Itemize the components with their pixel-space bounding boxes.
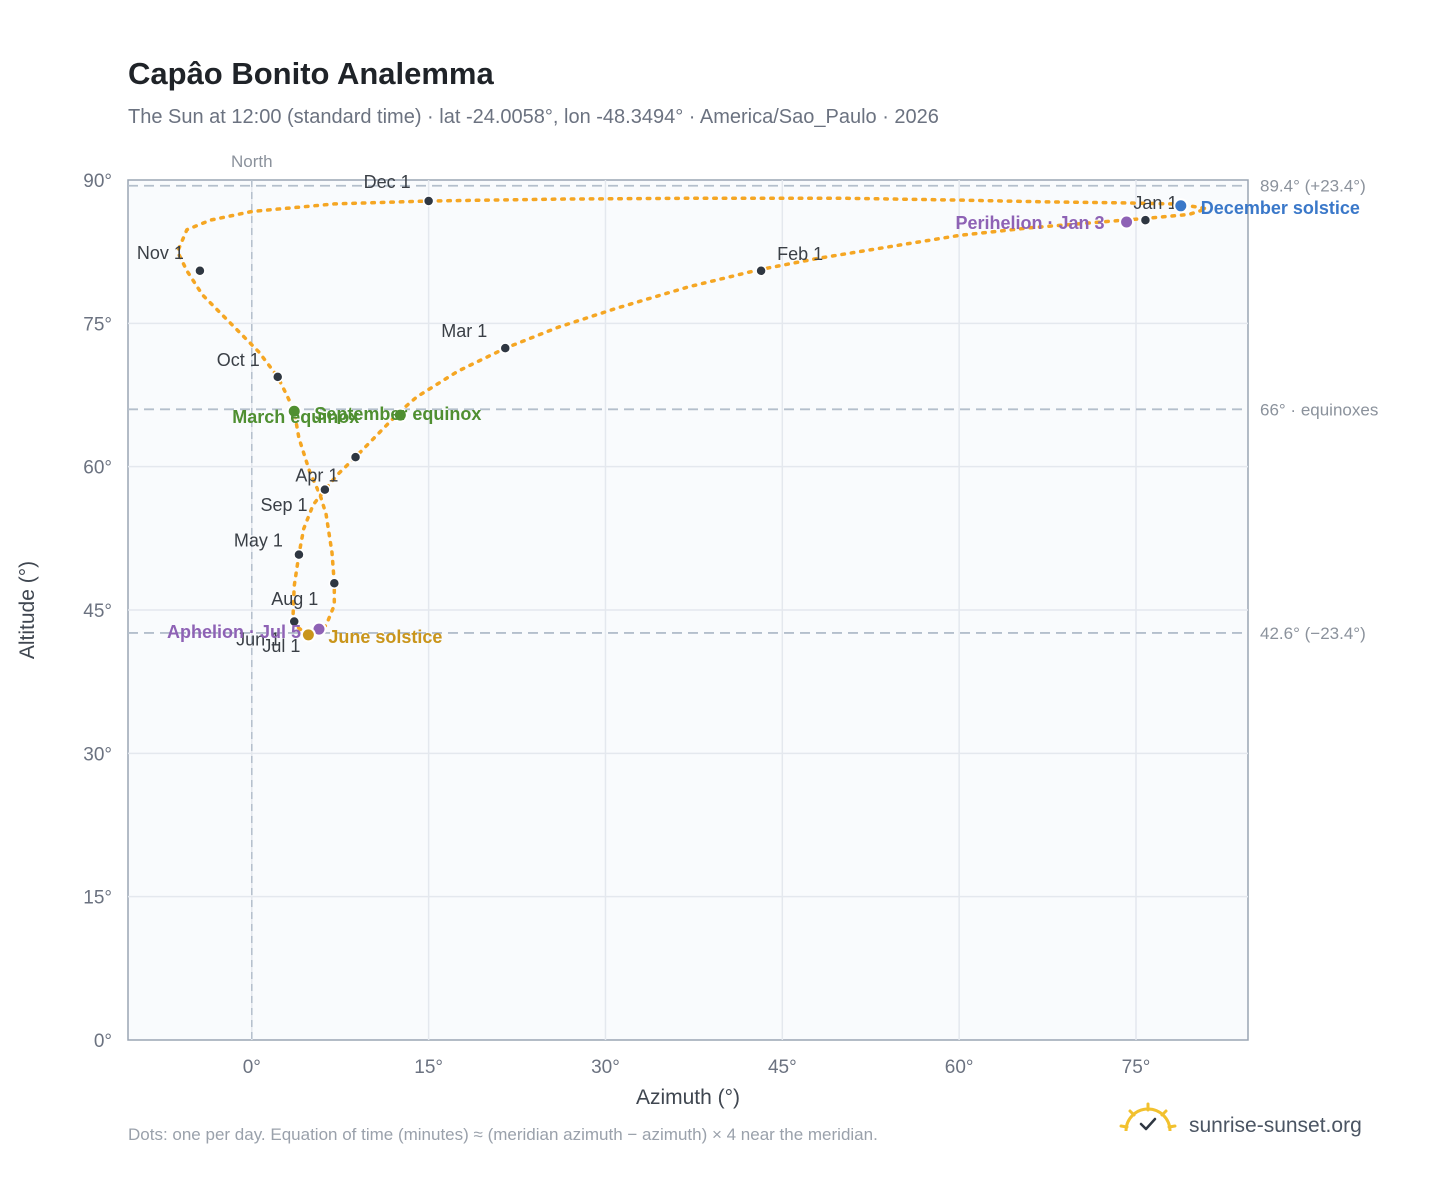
- x-tick-label: 15°: [414, 1057, 443, 1078]
- reference-lines: North 89.4° (+23.4°) 66° · equinoxes 42.6° …: [128, 152, 1378, 1040]
- event-label: Aphelion · Jul 5: [167, 622, 301, 642]
- y-tick-label: 0°: [94, 1031, 112, 1052]
- month-label: Oct 1: [217, 350, 260, 370]
- month-marker: [288, 615, 300, 628]
- footnote: Dots: one per day. Equation of time (min…: [128, 1125, 878, 1144]
- month-label: Jul 1: [262, 636, 300, 656]
- month-marker: [499, 342, 512, 354]
- month-marker: [422, 195, 435, 207]
- brand-name[interactable]: sunrise-sunset.org: [1189, 1114, 1362, 1137]
- x-tick-label: 45°: [768, 1057, 797, 1078]
- month-label: Jan 1: [1133, 193, 1177, 213]
- month-marker: [1139, 214, 1152, 226]
- x-axis-label: Azimuth (°): [636, 1086, 740, 1109]
- month-marker: [194, 265, 206, 277]
- event-marker: [300, 627, 316, 643]
- month-marker: [271, 371, 284, 383]
- month-label: Jun 1: [236, 629, 280, 649]
- month-marker: [349, 451, 362, 463]
- month-marker: [293, 548, 305, 561]
- month-label: Sep 1: [260, 495, 307, 515]
- month-label: Aug 1: [271, 589, 318, 609]
- grid-lines: [128, 180, 1248, 1040]
- reference-label: 66° · equinoxes: [1260, 400, 1378, 419]
- event-label: September equinox: [314, 404, 481, 424]
- x-tick-label: 75°: [1122, 1057, 1151, 1078]
- event-marker: [1119, 214, 1135, 230]
- x-tick-label: 60°: [945, 1057, 974, 1078]
- month-label: Feb 1: [777, 244, 823, 264]
- event-marker: [1173, 198, 1189, 214]
- month-label: Apr 1: [295, 466, 338, 486]
- y-tick-label: 15°: [83, 888, 112, 909]
- analemma-daily-dots: [175, 196, 1209, 635]
- y-axis-label: Altitude (°): [16, 561, 39, 659]
- chart-title: Capâo Bonito Analemma: [128, 56, 494, 91]
- event-marker: [286, 403, 302, 419]
- reference-label: 42.6° (−23.4°): [1260, 624, 1366, 643]
- sun-icon: [1119, 1102, 1177, 1132]
- event-label: June solstice: [328, 627, 442, 647]
- month-label: Nov 1: [137, 243, 184, 263]
- event-label: Perihelion · Jan 3: [956, 213, 1105, 233]
- meridian-label: North: [231, 152, 273, 171]
- event-markers: December solstice Perihelion · Jan 3 March…: [167, 198, 1360, 647]
- month-label: Mar 1: [441, 321, 487, 341]
- y-tick-label: 60°: [83, 458, 112, 479]
- month-marker: [319, 483, 331, 496]
- month-marker: [328, 577, 341, 589]
- axis-ticks: 0° 15° 30° 45° 60° 75° 0° 15° 30° 45° 60° 75° 90°: [83, 171, 1150, 1078]
- event-label: March equinox: [232, 407, 359, 427]
- x-tick-label: 30°: [591, 1057, 620, 1078]
- brand-logo[interactable]: sunrise-sunset.org: [1119, 1102, 1362, 1137]
- y-tick-label: 90°: [83, 171, 112, 192]
- month-label: May 1: [234, 531, 283, 551]
- y-tick-label: 30°: [83, 744, 112, 765]
- event-label: December solstice: [1201, 198, 1360, 218]
- event-marker: [392, 407, 408, 423]
- y-tick-label: 45°: [83, 601, 112, 622]
- reference-label: 89.4° (+23.4°): [1260, 177, 1366, 196]
- x-tick-label: 0°: [243, 1057, 261, 1078]
- y-tick-label: 75°: [83, 314, 112, 335]
- month-marker: [755, 265, 767, 277]
- month-label: Dec 1: [364, 172, 411, 192]
- analemma-path: [175, 196, 1209, 635]
- chart-subtitle: The Sun at 12:00 (standard time) · lat -…: [128, 106, 939, 128]
